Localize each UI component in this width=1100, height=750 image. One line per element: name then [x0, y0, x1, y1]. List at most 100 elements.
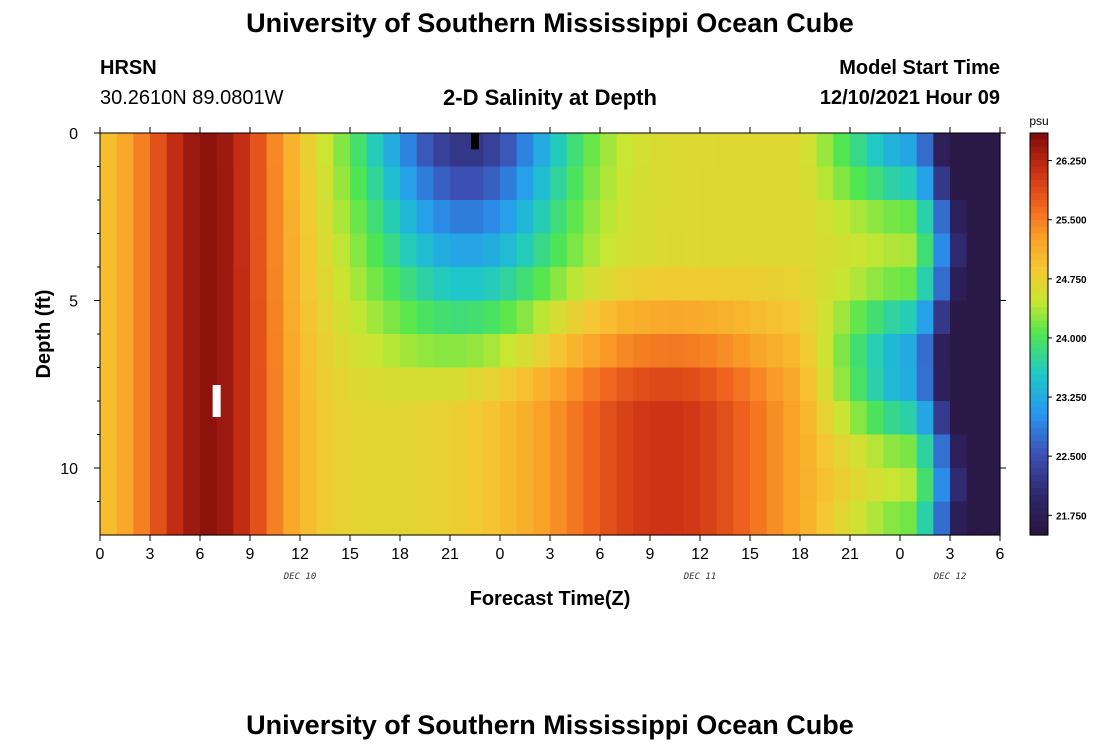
heatmap-cell — [733, 334, 751, 369]
x-tick-label: 21 — [841, 546, 859, 563]
heatmap-cell — [600, 166, 618, 201]
x-axis-label: Forecast Time(Z) — [470, 588, 631, 610]
heatmap-cell — [933, 200, 951, 235]
heatmap-cell — [383, 233, 401, 268]
heatmap-cell — [483, 434, 501, 469]
heatmap-cell — [266, 434, 284, 469]
heatmap-cell — [500, 267, 518, 302]
heatmap-cell — [133, 267, 151, 302]
heatmap-cell — [300, 200, 318, 235]
heatmap-cell — [616, 468, 634, 503]
heatmap-cell — [416, 501, 434, 536]
heatmap-cell — [116, 401, 134, 436]
heatmap-cell — [550, 367, 568, 402]
heatmap-cell — [783, 367, 801, 402]
heatmap-cell — [183, 267, 201, 302]
heatmap-cell — [283, 334, 301, 369]
heatmap-cell — [483, 334, 501, 369]
heatmap-cell — [500, 133, 518, 168]
colorbar-swatch — [1030, 468, 1048, 476]
heatmap-cell — [583, 267, 601, 302]
heatmap-cell — [900, 267, 918, 302]
heatmap-cell — [566, 133, 584, 168]
heatmap-cell — [683, 300, 701, 335]
heatmap-cell — [983, 501, 1001, 536]
heatmap-cell — [566, 200, 584, 235]
heatmap-cell — [716, 267, 734, 302]
heatmap-cell — [783, 401, 801, 436]
heatmap-cell — [916, 233, 934, 268]
heatmap-cell — [816, 233, 834, 268]
heatmap-cell — [916, 267, 934, 302]
heatmap-cell — [800, 267, 818, 302]
heatmap-cell — [533, 334, 551, 369]
heatmap-cell — [650, 300, 668, 335]
heatmap-cell — [950, 334, 968, 369]
heatmap-cell — [500, 200, 518, 235]
heatmap-cell — [216, 334, 234, 369]
heatmap-cell — [633, 133, 651, 168]
heatmap-cell — [583, 334, 601, 369]
heatmap-cell — [216, 434, 234, 469]
heatmap-cell — [766, 334, 784, 369]
heatmap-cell — [533, 468, 551, 503]
model-start-label: Model Start Time — [839, 57, 1000, 79]
heatmap-cell — [766, 133, 784, 168]
heatmap-cell — [666, 233, 684, 268]
heatmap-cell — [416, 434, 434, 469]
heatmap-cell — [116, 267, 134, 302]
heatmap-cell — [750, 267, 768, 302]
heatmap-cell — [550, 233, 568, 268]
heatmap-cell — [666, 334, 684, 369]
heatmap-cell — [983, 300, 1001, 335]
heatmap-cell — [466, 468, 484, 503]
heatmap-cell — [800, 133, 818, 168]
heatmap-cell — [300, 166, 318, 201]
colorbar-swatch — [1030, 280, 1048, 288]
heatmap-cell — [166, 367, 184, 402]
heatmap-cell — [616, 166, 634, 201]
colorbar-swatch — [1030, 287, 1048, 295]
heatmap-cell — [916, 334, 934, 369]
heatmap-cell — [983, 233, 1001, 268]
model-start-time: 12/10/2021 Hour 09 — [819, 87, 1000, 109]
heatmap-cell — [616, 233, 634, 268]
heatmap-cell — [750, 434, 768, 469]
heatmap-cell — [933, 367, 951, 402]
heatmap-cell — [250, 501, 268, 536]
heatmap-cell — [983, 367, 1001, 402]
heatmap-cell — [833, 300, 851, 335]
x-tick-label: 0 — [496, 546, 505, 563]
heatmap-cell — [950, 367, 968, 402]
heatmap-cell — [866, 267, 884, 302]
colorbar-swatch — [1030, 260, 1048, 268]
heatmap-cell — [483, 233, 501, 268]
heatmap-cell — [683, 133, 701, 168]
heatmap-cell — [650, 267, 668, 302]
heatmap-cell — [833, 468, 851, 503]
heatmap-cell — [966, 166, 984, 201]
heatmap-cell — [983, 334, 1001, 369]
colorbar-swatch — [1030, 300, 1048, 308]
heatmap-cell — [666, 468, 684, 503]
heatmap-cell — [933, 501, 951, 536]
heatmap-cell — [100, 367, 118, 402]
heatmap-cell — [950, 233, 968, 268]
heatmap-cell — [266, 200, 284, 235]
heatmap-cell — [750, 233, 768, 268]
heatmap-cell — [983, 200, 1001, 235]
heatmap-cell — [816, 434, 834, 469]
heatmap-cell — [700, 233, 718, 268]
heatmap-cell — [550, 200, 568, 235]
heatmap-cell — [800, 468, 818, 503]
heatmap-cell — [450, 133, 468, 168]
heatmap-cell — [650, 233, 668, 268]
heatmap-cell — [566, 300, 584, 335]
heatmap-cell — [333, 468, 351, 503]
heatmap-cell — [616, 401, 634, 436]
colorbar-swatch — [1030, 528, 1048, 536]
x-tick-label: 12 — [291, 546, 309, 563]
heatmap-cell — [466, 233, 484, 268]
heatmap-cell — [900, 300, 918, 335]
